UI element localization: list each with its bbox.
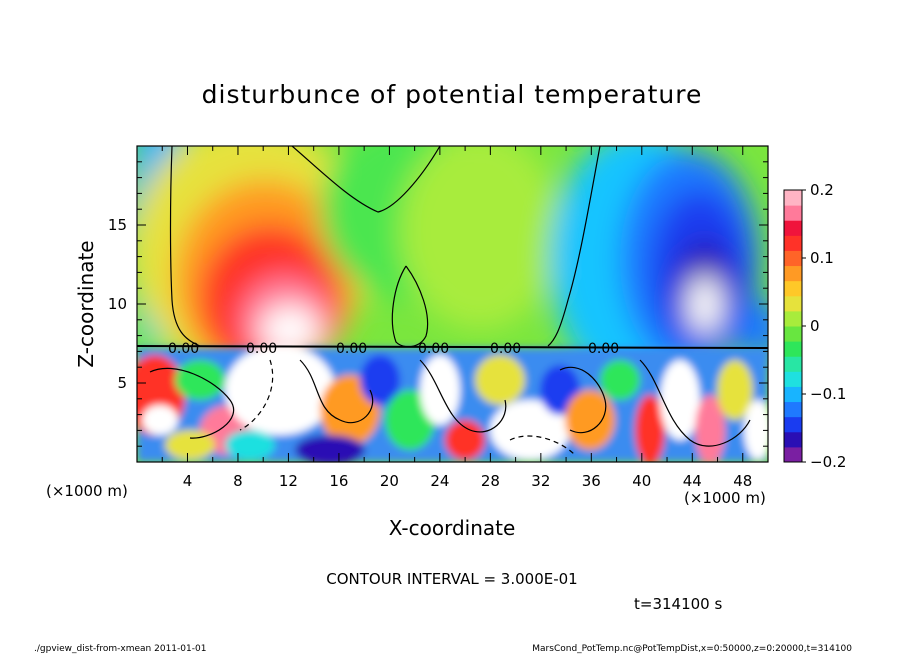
- x-tick-label: 36: [582, 472, 601, 490]
- colorbar-swatch: [784, 220, 802, 236]
- x-tick-label: 32: [531, 472, 550, 490]
- colorbar-swatch: [784, 371, 802, 387]
- x-tick-label: 40: [632, 472, 651, 490]
- x-axis-ticks: 4 8 12 16 20 24 28 32 36 40 44 48: [161, 146, 769, 490]
- colorbar-swatch: [784, 386, 802, 403]
- colorbar-swatch: [784, 326, 802, 342]
- contour-dashed-a: [239, 359, 274, 431]
- contour-label: 0.00: [418, 341, 449, 357]
- x-tick-label: 48: [733, 472, 752, 490]
- colorbar-swatch: [784, 416, 802, 433]
- x-tick-label: 4: [183, 472, 193, 490]
- y-tick-label: 15: [108, 216, 127, 234]
- x-axis-label: X-coordinate: [389, 516, 516, 540]
- colorbar-swatch: [784, 250, 802, 267]
- colorbar-swatch: [784, 431, 802, 448]
- x-tick-label: 44: [683, 472, 702, 490]
- colorbar-swatch: [784, 446, 802, 463]
- x-tick-label: 12: [279, 472, 298, 490]
- colorbar-swatch: [784, 235, 802, 251]
- contour-lower-a: [149, 367, 235, 439]
- contour-zero-upper: [291, 146, 441, 213]
- y-axis-label: Z-coordinate: [74, 240, 98, 367]
- contour-labels: 0.00 0.00 0.00 0.00 0.00 0.00: [168, 341, 619, 357]
- x-tick-label: 28: [481, 472, 500, 490]
- chart-title: disturbunce of potential temperature: [202, 80, 703, 109]
- footer-left: ./gpview_dist-from-xmean 2011-01-01: [34, 644, 206, 654]
- contour-zero-right: [547, 146, 601, 347]
- contour-label: 0.00: [168, 341, 199, 357]
- colorbar-swatch: [784, 341, 802, 357]
- upper-field: [137, 146, 768, 390]
- y-tick-label: 10: [108, 295, 127, 313]
- contour-interval-text: CONTOUR INTERVAL = 3.000E-01: [326, 570, 577, 588]
- colorbar-tick-label: −0.2: [810, 453, 846, 471]
- x-tick-label: 20: [380, 472, 399, 490]
- y-tick-label: 5: [117, 374, 127, 392]
- x-unit-label-right: (×1000 m): [684, 489, 766, 507]
- colorbar: [784, 190, 802, 463]
- colorbar-swatch: [784, 295, 802, 312]
- x-tick-label: 16: [329, 472, 348, 490]
- contour-lower-c: [419, 359, 507, 433]
- footer-right: MarsCond_PotTemp.nc@PotTempDist,x=0:5000…: [532, 644, 852, 654]
- colorbar-tick-label: 0: [810, 317, 820, 335]
- colorbar-tick-label: −0.1: [810, 385, 846, 403]
- y-axis-ticks: 5 10 15: [108, 161, 768, 447]
- contour-zero-left: [169, 146, 201, 347]
- heatmap-field: 0.00 0.00 0.00 0.00 0.00 0.00: [137, 146, 768, 462]
- time-text: t=314100 s: [634, 595, 722, 613]
- lower-turbulent-field: [137, 345, 768, 462]
- colorbar-swatch: [784, 280, 802, 297]
- colorbar-swatch: [784, 356, 802, 372]
- contour-label: 0.00: [490, 341, 521, 357]
- colorbar-swatch: [784, 205, 802, 221]
- colorbar-swatch: [784, 190, 802, 206]
- contour-lower-d: [559, 366, 607, 434]
- colorbar-ticks: 0.2 0.1 0 −0.1 −0.2: [802, 181, 846, 471]
- contour-dashed-b: [509, 435, 576, 456]
- contour-lower-e: [639, 359, 751, 447]
- contour-label: 0.00: [246, 341, 277, 357]
- contour-label: 0.00: [336, 341, 367, 357]
- x-tick-label: 24: [430, 472, 449, 490]
- colorbar-tick-label: 0.1: [810, 249, 834, 267]
- colorbar-tick-label: 0.2: [810, 181, 834, 199]
- x-unit-label-left: (×1000 m): [46, 482, 128, 500]
- colorbar-swatch: [784, 265, 802, 282]
- contour-label: 0.00: [588, 341, 619, 357]
- colorbar-swatch: [784, 310, 802, 327]
- contour-boundary: [137, 345, 768, 349]
- colorbar-swatch: [784, 401, 802, 418]
- contour-lines: [137, 146, 768, 456]
- contour-lower-b: [299, 359, 374, 424]
- x-tick-label: 8: [233, 472, 243, 490]
